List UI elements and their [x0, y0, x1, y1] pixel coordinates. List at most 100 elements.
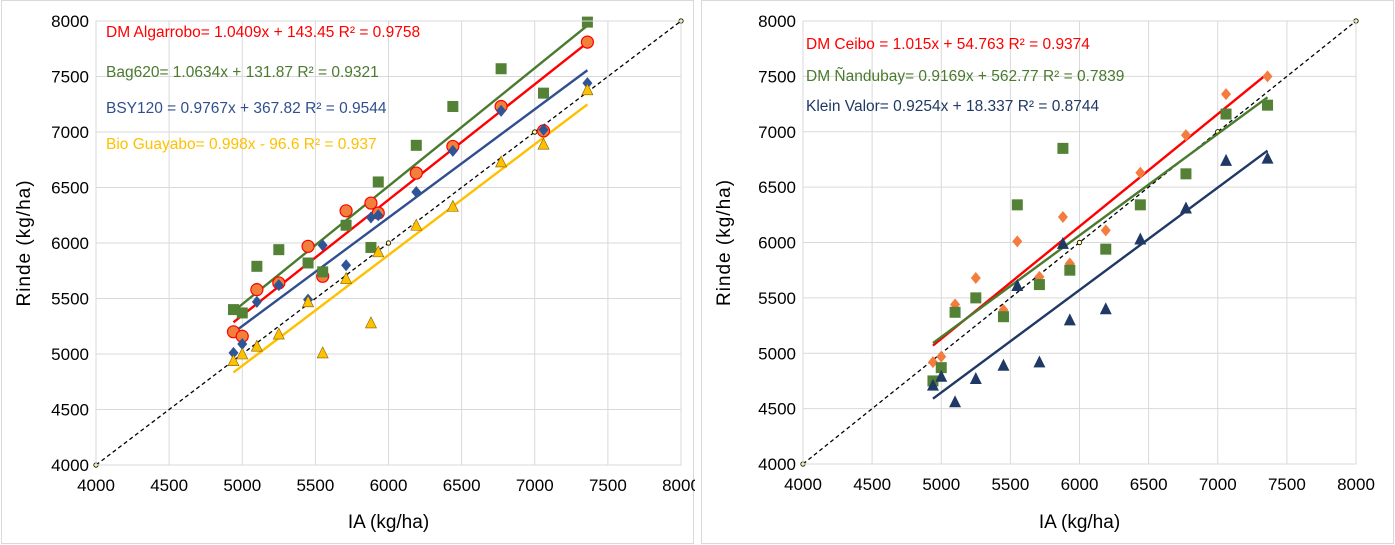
series-2-points: [227, 16, 593, 319]
data-point: [340, 219, 352, 231]
data-point: [251, 295, 262, 308]
equation-label: BSY120 = 0.9767x + 367.82 R² = 0.9544: [106, 100, 387, 117]
data-point: [1261, 151, 1274, 164]
data-point: [340, 271, 353, 284]
data-point: [1220, 153, 1233, 166]
data-point: [970, 292, 982, 304]
series-4-points: [227, 83, 594, 366]
data-point: [447, 100, 459, 112]
y-tick-label: 5000: [758, 344, 796, 363]
data-point: [926, 378, 939, 391]
data-point: [1033, 355, 1046, 368]
x-axis-label: IA (kg/ha): [1039, 512, 1120, 533]
data-point: [302, 257, 314, 269]
data-point: [935, 362, 947, 374]
data-point: [410, 139, 422, 151]
x-tick-label: 5000: [922, 475, 960, 494]
data-point: [1135, 166, 1146, 179]
data-point: [1100, 243, 1112, 255]
data-point: [1011, 199, 1023, 211]
x-tick-label: 5500: [991, 475, 1029, 494]
y-tick-label: 6000: [51, 234, 89, 253]
data-point: [317, 266, 329, 278]
plot-area: [95, 20, 682, 466]
data-point: [581, 83, 594, 96]
trendline-2: [932, 96, 1269, 344]
chart-right: 4000 4500 5000 5500 6000 6500 7000 7500 8000 4000…: [714, 12, 1375, 533]
y-tick-label: 7500: [758, 67, 796, 86]
trendline-1: [932, 72, 1269, 347]
x-tick-label: 7500: [589, 476, 627, 495]
data-point: [1099, 302, 1112, 315]
series-3-points: [228, 77, 593, 359]
data-point: [228, 346, 239, 359]
data-point: [949, 395, 962, 408]
data-point: [1262, 99, 1274, 111]
y-tick-label: 4500: [758, 400, 796, 419]
x-tick-label: 6500: [1130, 475, 1168, 494]
data-point: [997, 358, 1010, 371]
data-point: [236, 347, 249, 360]
data-point: [1179, 201, 1192, 214]
data-point: [1012, 235, 1023, 248]
x-tick-label: 7000: [516, 476, 554, 495]
data-point: [1100, 224, 1111, 237]
equation-label: Bio Guayabo= 0.998x - 96.6 R² = 0.937: [106, 136, 377, 153]
x-tick-label: 5500: [296, 476, 334, 495]
data-point: [373, 209, 384, 222]
chart-right-panel: 4000 4500 5000 5500 6000 6500 7000 7500 8000 4000…: [701, 0, 1394, 544]
data-point: [969, 372, 982, 385]
data-point: [936, 350, 947, 363]
x-tick-label: 6000: [1061, 475, 1099, 494]
data-point: [1134, 199, 1146, 211]
y-tick-label: 7000: [51, 123, 89, 142]
equation-label: DM Ceibo = 1.015x + 54.763 R² = 0.9374: [806, 36, 1090, 53]
data-point: [227, 304, 239, 316]
data-point: [495, 155, 508, 168]
data-point: [927, 356, 938, 369]
data-point: [1063, 313, 1076, 326]
data-point: [581, 16, 593, 28]
plot-area: [802, 20, 1357, 465]
data-point: [365, 241, 377, 253]
equation-label: Bag620= 1.0634x + 131.87 R² = 0.9321: [106, 64, 379, 81]
data-point: [273, 279, 284, 292]
series-2-points: [927, 99, 1274, 387]
data-point: [949, 306, 961, 318]
data-point: [580, 35, 595, 49]
x-tick-label: 4500: [853, 475, 891, 494]
data-point: [302, 295, 315, 308]
x-tick-label: 7000: [1199, 475, 1237, 494]
y-tick-label: 8000: [758, 12, 796, 31]
data-point: [496, 104, 507, 117]
y-tick-label: 7000: [758, 123, 796, 142]
data-point: [339, 204, 353, 218]
y-tick-label: 8000: [51, 12, 89, 31]
data-point: [538, 123, 549, 136]
trendline-2: [232, 24, 589, 313]
identity-point: [532, 129, 538, 135]
data-point: [365, 211, 376, 224]
y-tick-label: 5500: [758, 289, 796, 308]
x-tick-label: 4000: [784, 475, 822, 494]
data-point: [237, 338, 248, 351]
data-point: [316, 346, 329, 359]
y-tick-label: 5000: [51, 345, 89, 364]
data-point: [538, 87, 550, 99]
data-point: [1057, 142, 1069, 154]
data-point: [227, 353, 240, 366]
y-tick-label: 4000: [758, 455, 796, 474]
data-point: [236, 307, 248, 319]
trendline-3: [232, 69, 589, 334]
series-3-points: [926, 151, 1274, 408]
trendline-3: [932, 149, 1269, 400]
chart-left-panel: 4000 4500 5000 5500 6000 6500 7000 7500 8000 4000…: [1, 0, 695, 544]
y-tick-label: 6000: [758, 234, 796, 253]
data-point: [970, 271, 981, 284]
data-point: [997, 311, 1009, 323]
equation-label: DM Ñandubay= 0.9169x + 562.77 R² = 0.783…: [806, 68, 1124, 85]
data-point: [537, 137, 550, 150]
data-point: [372, 245, 385, 258]
y-tick-label: 4000: [51, 456, 89, 475]
data-point: [1221, 88, 1232, 101]
